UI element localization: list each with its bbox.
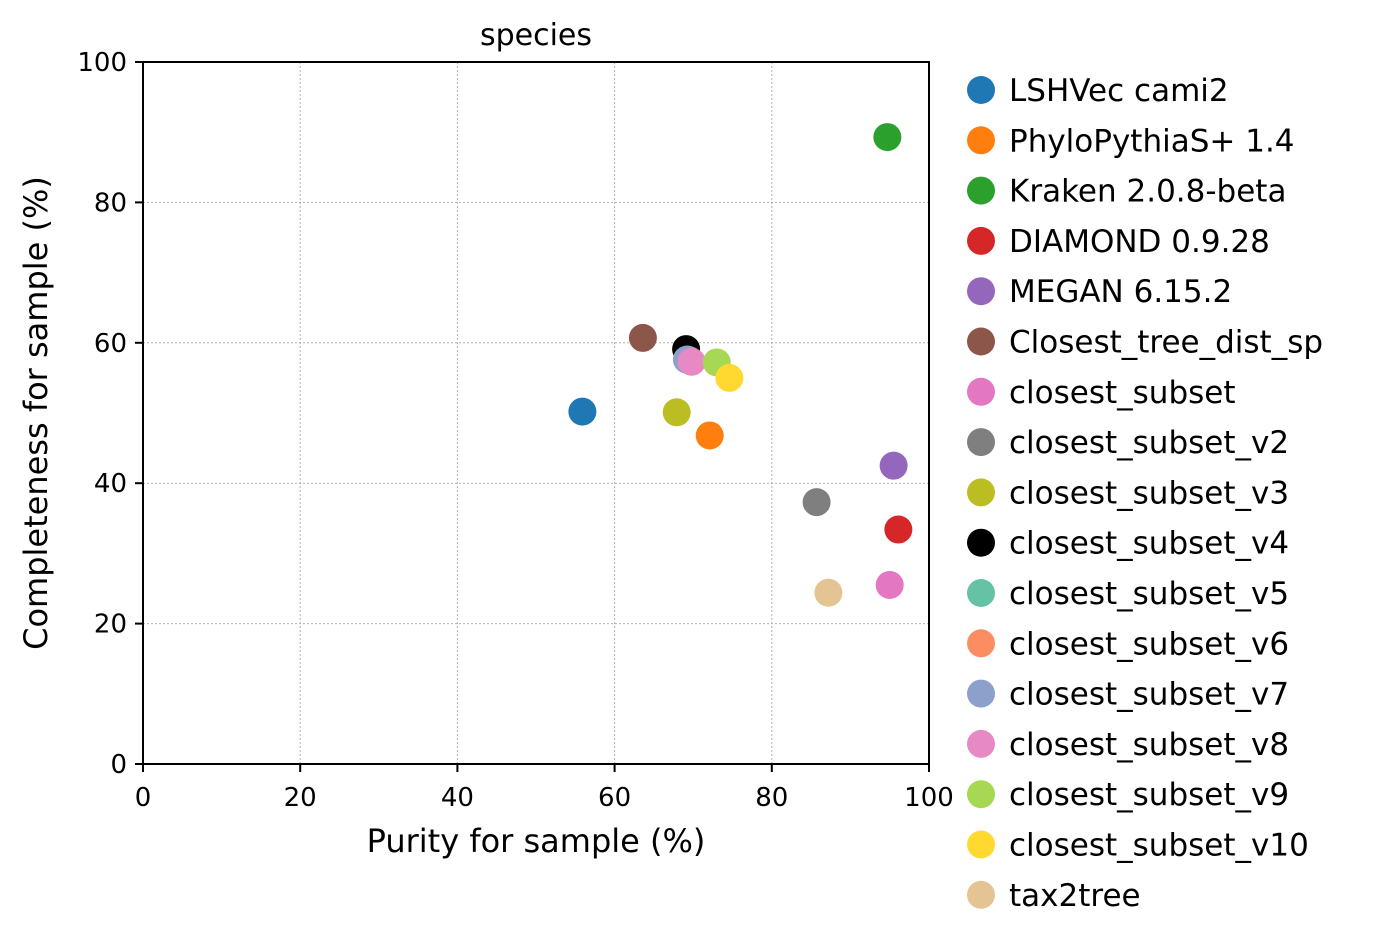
legend-marker [967,176,995,205]
data-point-6 [628,323,657,352]
data-point-9 [662,398,691,427]
data-point-17 [814,578,843,607]
legend-label: closest_subset_v4 [1009,526,1289,562]
x-tick-label: 20 [284,783,317,813]
legend-marker [967,830,995,859]
x-tick-label: 40 [441,783,474,813]
legend-label: closest_subset_v8 [1009,727,1289,763]
legend-label: PhyloPythiaS+ 1.4 [1009,123,1295,159]
legend-marker [967,579,995,607]
x-tick-label: 60 [598,783,631,813]
x-tick-label: 0 [135,783,152,813]
grid [143,62,929,764]
legend-label: DIAMOND 0.9.28 [1009,224,1270,260]
legend-label: closest_subset_v7 [1009,677,1289,713]
legend-marker [967,679,995,708]
x-axis-label: Purity for sample (%) [367,822,706,860]
y-tick-label: 60 [94,329,127,359]
y-axis-label: Completeness for sample (%) [17,176,55,650]
legend-label: MEGAN 6.15.2 [1009,274,1232,310]
legend-label: closest_subset_v6 [1009,626,1289,662]
data-point-5 [879,451,908,480]
data-point-7 [875,570,904,599]
legend-marker [967,428,995,457]
data-point-16 [715,363,744,392]
legend-marker [967,629,995,658]
legend-label: Kraken 2.0.8-beta [1009,174,1286,210]
legend: LSHVec cami2 PhyloPythiaS+ 1.4 Kraken 2.0.… [967,73,1323,914]
legend-label: closest_subset_v5 [1009,576,1289,612]
y-tick-label: 80 [94,188,127,218]
data-point-2 [695,421,724,450]
legend-marker [967,729,995,758]
data-point-4 [884,515,913,544]
y-tick-label: 0 [110,750,127,780]
data-point-1 [568,397,597,426]
data-point-8 [802,488,831,517]
y-tick-label: 40 [94,469,127,499]
legend-label: closest_subset_v3 [1009,475,1289,511]
legend-marker [967,76,995,104]
x-tick-label: 100 [904,783,954,813]
legend-marker [967,880,995,909]
legend-marker [967,780,995,809]
legend-marker [967,528,995,557]
data-point-14 [677,347,706,376]
legend-label: closest_subset_v10 [1009,828,1309,864]
y-tick-label: 100 [77,48,127,78]
legend-marker [967,327,995,356]
y-tick-label: 20 [94,610,127,640]
legend-label: Closest_tree_dist_sp [1009,325,1323,361]
legend-label: tax2tree [1009,878,1141,914]
legend-marker [967,377,995,406]
legend-marker [967,478,995,507]
x-tick-label: 80 [755,783,788,813]
legend-marker [967,277,995,306]
legend-label: closest_subset_v9 [1009,777,1289,813]
legend-label: LSHVec cami2 [1009,73,1229,109]
legend-label: closest_subset_v2 [1009,425,1289,461]
chart-title: species [480,18,592,53]
plot-area-frame [142,61,930,765]
legend-marker [967,126,995,155]
data-point-3 [873,123,902,152]
legend-label: closest_subset [1009,375,1236,411]
axis-ticks: 0 20 40 60 80 100 0 20 40 60 80 100 [77,48,953,813]
legend-marker [967,226,995,255]
data-points [568,123,913,607]
